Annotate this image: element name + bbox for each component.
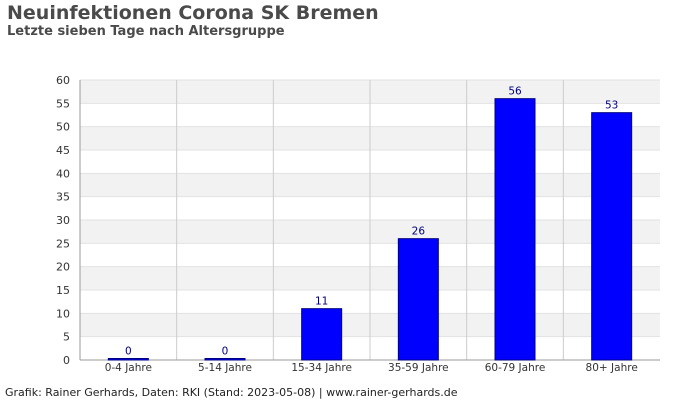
category-label: 5-14 Jahre [198, 362, 252, 374]
category-label: 0-4 Jahre [105, 362, 152, 374]
y-tick-label: 30 [56, 214, 70, 227]
y-tick-label: 45 [56, 144, 70, 157]
y-tick-label: 55 [56, 97, 70, 110]
category-label: 35-59 Jahre [388, 362, 449, 374]
bar-value-label: 11 [315, 296, 328, 308]
y-tick-label: 20 [56, 261, 70, 274]
y-tick-label: 15 [56, 284, 70, 297]
source-credit: Grafik: Rainer Gerhards, Daten: RKI (Sta… [5, 386, 458, 399]
bar-value-label: 56 [508, 86, 522, 98]
category-label: 60-79 Jahre [485, 362, 546, 374]
y-tick-label: 35 [56, 191, 70, 204]
y-tick-label: 10 [56, 307, 70, 320]
data-labels: 0 0 11 26 56 53 [125, 86, 618, 358]
bar-value-label: 53 [605, 100, 618, 112]
bar [301, 308, 343, 361]
x-axis-labels: 0-4 Jahre 5-14 Jahre 15-34 Jahre 35-59 Jahr… [105, 362, 638, 374]
bars [107, 98, 633, 361]
bar-value-label: 0 [222, 346, 229, 358]
chart-title: Neuinfektionen Corona SK Bremen [7, 2, 379, 24]
bar-value-label: 0 [125, 346, 132, 358]
y-tick-label: 40 [56, 167, 70, 180]
bar-value-label: 26 [412, 226, 426, 238]
bar [591, 112, 633, 361]
bar [107, 358, 149, 361]
bar [204, 358, 246, 361]
y-tick-label: 50 [56, 121, 70, 134]
y-tick-label: 0 [63, 354, 70, 367]
category-label: 80+ Jahre [586, 362, 638, 374]
bar [494, 98, 536, 361]
bar [397, 238, 439, 361]
y-tick-label: 25 [56, 237, 70, 250]
chart-subtitle: Letzte sieben Tage nach Altersgruppe [7, 24, 285, 39]
y-tick-label: 5 [63, 331, 70, 344]
y-tick-label: 60 [56, 74, 70, 87]
axes [79, 80, 660, 361]
category-label: 15-34 Jahre [291, 362, 352, 374]
y-axis-ticks: 0 5 10 15 20 25 30 35 40 45 50 55 60 [56, 74, 70, 367]
